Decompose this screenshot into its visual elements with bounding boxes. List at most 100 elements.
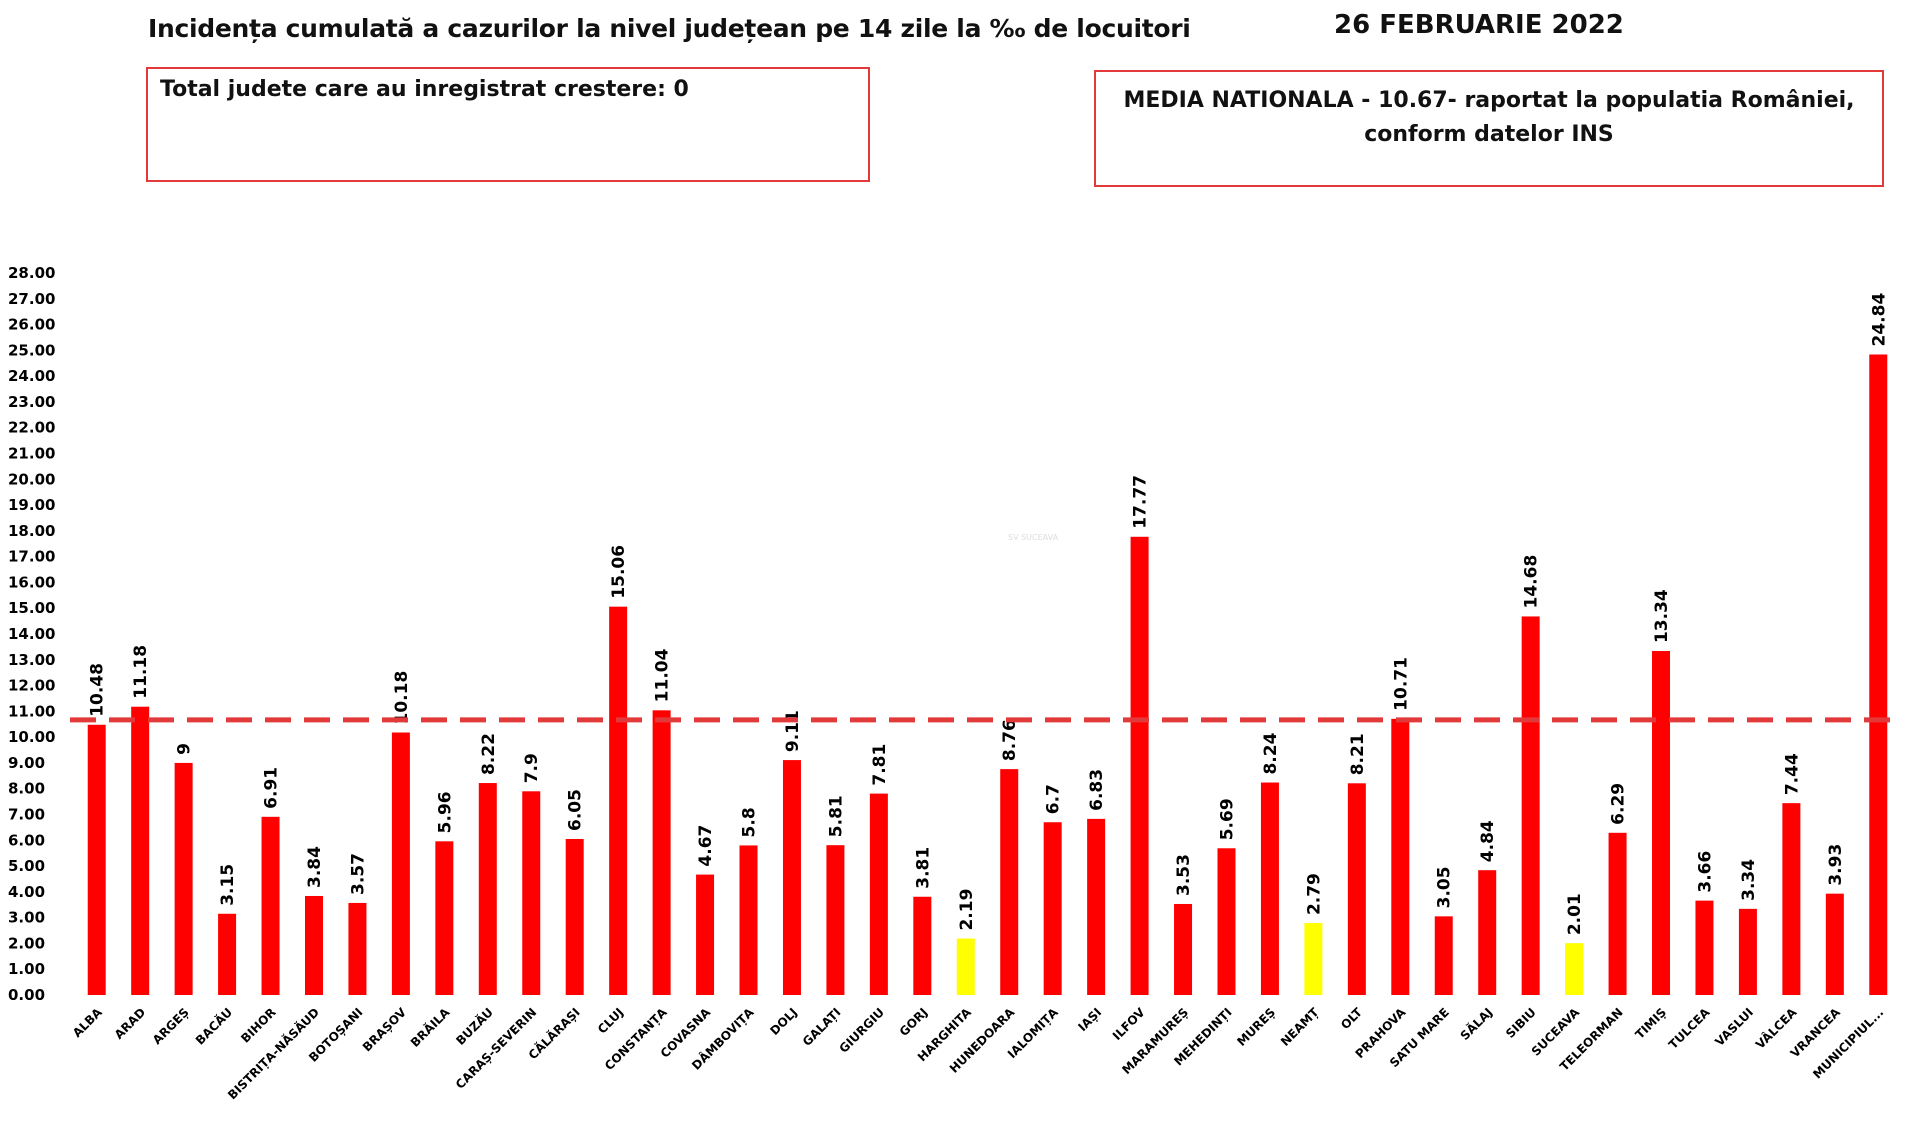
bar-value-label: 3.53 xyxy=(1174,854,1194,896)
bar xyxy=(565,838,584,995)
category-label: VASLUI xyxy=(1712,1005,1756,1049)
bar-value-label: 13.34 xyxy=(1652,589,1672,643)
bar xyxy=(1652,651,1671,995)
bar xyxy=(304,895,323,995)
bar xyxy=(1565,943,1584,995)
bar xyxy=(956,938,975,995)
increase-summary-box: Total judete care au inregistrat crester… xyxy=(146,67,870,182)
bar xyxy=(1130,536,1149,995)
bar xyxy=(435,841,454,995)
bar-value-label: 3.15 xyxy=(218,864,238,906)
increase-summary-text: Total judete care au inregistrat crester… xyxy=(160,77,689,102)
y-tick-label: 21.00 xyxy=(8,445,55,463)
bar xyxy=(869,793,888,995)
bar-value-label: 2.19 xyxy=(957,889,977,931)
y-tick-label: 5.00 xyxy=(8,857,45,875)
bar xyxy=(782,760,801,995)
bar-value-label: 3.93 xyxy=(1826,844,1846,886)
bar xyxy=(913,896,932,995)
national-average-box: MEDIA NATIONALA - 10.67- raportat la pop… xyxy=(1094,70,1884,187)
category-label: ALBA xyxy=(70,1005,105,1040)
category-label: GORJ xyxy=(897,1005,931,1039)
bar-value-label: 9.11 xyxy=(783,710,803,752)
y-tick-label: 6.00 xyxy=(8,831,45,849)
bar xyxy=(1000,769,1019,995)
bar xyxy=(1260,782,1279,995)
category-label: MUREȘ xyxy=(1234,1005,1278,1049)
category-label: ILFOV xyxy=(1110,1005,1148,1043)
category-label: GALAȚI xyxy=(800,1005,844,1049)
bar xyxy=(1521,616,1540,995)
bar xyxy=(391,732,410,995)
y-tick-label: 8.00 xyxy=(8,780,45,798)
bar xyxy=(1825,893,1844,995)
bar-value-label: 3.05 xyxy=(1435,866,1455,908)
y-tick-label: 11.00 xyxy=(8,702,55,720)
y-tick-label: 14.00 xyxy=(8,625,55,643)
bar-value-label: 4.67 xyxy=(696,825,716,867)
bar xyxy=(1043,822,1062,995)
category-label: BUZĂU xyxy=(453,1005,496,1048)
bar-value-label: 7.81 xyxy=(870,744,890,786)
bar-value-label: 6.05 xyxy=(566,789,586,831)
bar xyxy=(1174,903,1193,995)
bar xyxy=(348,902,367,995)
category-label: NEAMȚ xyxy=(1278,1005,1322,1049)
y-tick-label: 12.00 xyxy=(8,677,55,695)
bar-value-label: 17.77 xyxy=(1131,475,1151,529)
y-tick-label: 9.00 xyxy=(8,754,45,772)
bar xyxy=(609,606,628,995)
bar xyxy=(652,710,671,995)
bar xyxy=(131,706,150,995)
bar-value-label: 5.81 xyxy=(826,795,846,837)
bar xyxy=(826,845,845,995)
bar-value-label: 14.68 xyxy=(1522,555,1542,609)
bar-value-label: 5.8 xyxy=(740,807,760,837)
bar-value-label: 6.91 xyxy=(262,767,282,809)
y-tick-label: 20.00 xyxy=(8,470,55,488)
bar-value-label: 3.81 xyxy=(913,847,933,889)
y-tick-label: 22.00 xyxy=(8,419,55,437)
y-tick-label: 18.00 xyxy=(8,522,55,540)
bar xyxy=(1347,783,1366,995)
category-label: ARAD xyxy=(112,1005,149,1042)
bar xyxy=(739,845,758,995)
bar xyxy=(1304,923,1323,995)
bar-value-label: 6.29 xyxy=(1609,783,1629,825)
bar xyxy=(1391,718,1410,995)
y-tick-label: 28.00 xyxy=(8,264,55,282)
bar-value-label: 9 xyxy=(175,743,195,755)
chart-title: Incidența cumulată a cazurilor la nivel … xyxy=(148,14,1191,43)
y-tick-label: 26.00 xyxy=(8,316,55,334)
national-average-text: MEDIA NATIONALA - 10.67- raportat la pop… xyxy=(1096,84,1882,152)
bar xyxy=(174,762,193,995)
watermark-text: SV SUCEAVA xyxy=(1008,533,1059,542)
category-label: DOLJ xyxy=(767,1005,800,1038)
bar-value-label: 4.84 xyxy=(1478,820,1498,862)
y-tick-label: 2.00 xyxy=(8,934,45,952)
bar xyxy=(1782,803,1801,995)
y-tick-label: 13.00 xyxy=(8,651,55,669)
y-tick-label: 16.00 xyxy=(8,573,55,591)
bar-value-label: 6.7 xyxy=(1044,784,1064,814)
bar-value-label: 3.66 xyxy=(1695,851,1715,893)
bar-value-label: 10.71 xyxy=(1391,657,1411,711)
bar xyxy=(522,791,541,995)
bar xyxy=(1869,354,1888,995)
bar xyxy=(261,816,280,995)
bar-value-label: 3.34 xyxy=(1739,859,1759,901)
bar-value-label: 8.22 xyxy=(479,733,499,775)
y-tick-label: 27.00 xyxy=(8,290,55,308)
bar-value-label: 6.83 xyxy=(1087,769,1107,811)
bar-value-label: 8.21 xyxy=(1348,733,1368,775)
bar-value-label: 10.18 xyxy=(392,671,412,725)
category-label: GIURGIU xyxy=(837,1005,887,1055)
y-tick-label: 19.00 xyxy=(8,496,55,514)
bar xyxy=(87,724,106,995)
bar xyxy=(218,913,237,995)
national-average-line-1: MEDIA NATIONALA - 10.67- raportat la pop… xyxy=(1123,88,1855,113)
category-label: BACĂU xyxy=(192,1005,235,1048)
bar-value-label: 5.96 xyxy=(435,791,455,833)
y-tick-label: 7.00 xyxy=(8,806,45,824)
